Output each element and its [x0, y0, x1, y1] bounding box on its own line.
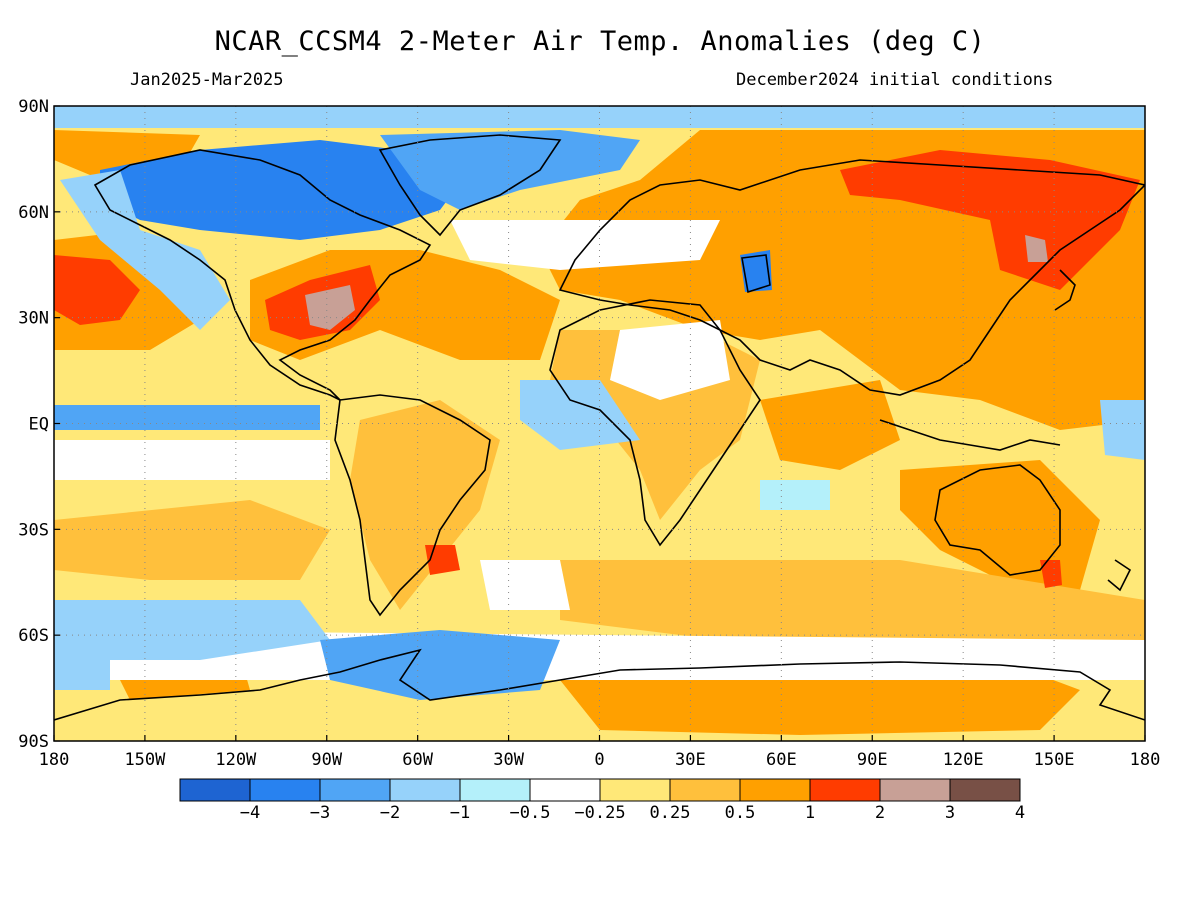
lat-tick-label: 30N: [18, 309, 49, 329]
colorbar-swatch: [249, 778, 321, 802]
cool-region-indian-ocean: [760, 480, 830, 510]
colorbar-label: 0.5: [725, 803, 756, 823]
latitude-axis: 90N 60N 30N EQ 30S 60S 90S: [18, 97, 60, 752]
colorbar-swatch: [529, 778, 601, 802]
cool-region-equatorial-pacific: [54, 405, 320, 430]
lon-tick-label: 60E: [766, 750, 797, 770]
lon-tick-label: 30W: [493, 750, 524, 770]
cool-region-greenland: [380, 130, 640, 210]
colorbar-label: −1: [450, 803, 470, 823]
colorbar-label: 4: [1015, 803, 1025, 823]
cool-region-west-pacific: [1100, 400, 1145, 460]
colorbar-swatch: [949, 778, 1021, 802]
lat-tick-label: 60N: [18, 203, 49, 223]
colorbar-label: −2: [380, 803, 400, 823]
colorbar-swatch: [599, 778, 671, 802]
lon-tick-label: 90W: [311, 750, 342, 770]
coastline-greenland: [378, 134, 562, 237]
hot-region-tasman: [1040, 560, 1062, 588]
colorbar-label: −4: [240, 803, 260, 823]
cool-region-southeast-pacific: [54, 640, 110, 690]
neutral-region-sahara: [610, 320, 730, 400]
coastline-japan: [1054, 269, 1076, 311]
coastline-eurasia: [558, 159, 1145, 396]
hot-region-argentina: [425, 545, 460, 575]
cool-region-arctic-ocean: [54, 106, 1145, 128]
colorbar-label: −0.5: [510, 803, 551, 823]
coastline-antarctica: [54, 648, 1145, 721]
colorbar-swatch: [179, 778, 251, 802]
coastline-south-america: [334, 394, 491, 617]
colorbar-label: 3: [945, 803, 955, 823]
neutral-region-arctic: [450, 220, 720, 270]
colorbar-label: 2: [875, 803, 885, 823]
forecast-period: Jan2025-Mar2025: [130, 70, 284, 90]
lat-tick-label: 90S: [18, 732, 49, 752]
cool-region-caspian: [740, 250, 772, 292]
lon-tick-label: 180: [1130, 750, 1161, 770]
colorbar: −4 −3 −2 −1 −0.5 −0.25 0.25 0.5 1 2 3 4: [179, 778, 1025, 823]
neutral-region-south-atlantic: [480, 560, 570, 610]
lon-tick-label: 90E: [857, 750, 888, 770]
lat-tick-label: 30S: [18, 520, 49, 540]
cool-region-canada: [100, 140, 470, 240]
cool-region-weddell: [320, 630, 560, 700]
map-title: NCAR_CCSM4 2-Meter Air Temp. Anomalies (…: [214, 26, 986, 57]
initial-conditions: December2024 initial conditions: [736, 70, 1054, 90]
warm-region-south-america: [350, 400, 500, 610]
cool-region-equatorial-atlantic: [520, 380, 640, 450]
colorbar-swatch: [739, 778, 811, 802]
coastlines: [54, 134, 1145, 721]
warm-region-tropical-indian: [760, 380, 900, 470]
lon-tick-label: 150E: [1034, 750, 1075, 770]
coastline-africa: [549, 299, 761, 547]
warm-region-southern-ocean: [560, 560, 1145, 650]
lon-tick-label: 60W: [402, 750, 433, 770]
coastline-north-america: [93, 149, 432, 401]
hot-region-north-pacific: [54, 255, 140, 325]
colorbar-label: −3: [310, 803, 330, 823]
coastline-caspian: [741, 254, 771, 294]
lon-tick-label: 120W: [215, 750, 257, 770]
neutral-region-pacific-band: [54, 440, 330, 480]
coastline-indonesia: [879, 419, 1061, 451]
lat-tick-label: 90N: [18, 97, 49, 117]
colorbar-swatch: [319, 778, 391, 802]
colorbar-swatch: [879, 778, 951, 802]
colorbar-label: 0.25: [650, 803, 691, 823]
coastline-new-zealand: [1107, 559, 1132, 592]
warm-region-south-pacific: [54, 500, 330, 580]
lat-tick-label: 60S: [18, 626, 49, 646]
colorbar-swatch: [459, 778, 531, 802]
colorbar-swatch: [809, 778, 881, 802]
colorbar-swatch: [669, 778, 741, 802]
extreme-region-siberia: [1025, 235, 1048, 262]
colorbar-label: −0.25: [574, 803, 625, 823]
cool-region-south-pacific: [54, 600, 330, 660]
lat-tick-label: EQ: [29, 415, 49, 435]
longitude-axis: 180 150W 120W 90W 60W 30W 0 30E 60E 90E 120E 150E 18…: [39, 735, 1161, 770]
lon-tick-label: 180: [39, 750, 70, 770]
lon-tick-label: 30E: [675, 750, 706, 770]
colorbar-swatch: [389, 778, 461, 802]
hot-region-siberia: [840, 150, 1140, 290]
coastline-australia: [934, 464, 1061, 576]
lon-tick-label: 150W: [124, 750, 166, 770]
lon-tick-label: 0: [594, 750, 604, 770]
lon-tick-label: 120E: [943, 750, 984, 770]
colorbar-label: 1: [805, 803, 815, 823]
extreme-region-us: [305, 285, 355, 330]
anomaly-field: [54, 106, 1145, 735]
